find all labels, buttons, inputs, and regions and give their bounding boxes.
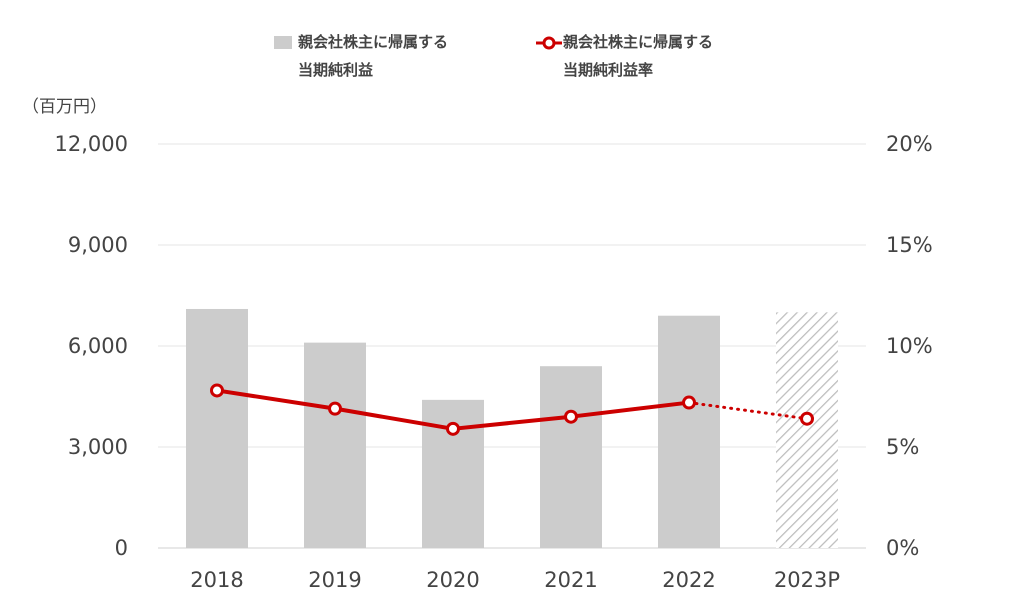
legend-bar-label: 親会社株主に帰属する 当期純利益 [298,31,448,81]
line-point [564,409,578,424]
line-point [682,395,696,410]
line-segment [451,414,573,431]
y-tick-label-right: 15% [886,233,933,257]
bar [540,366,602,548]
y-tick-label-left: 3,000 [68,435,128,459]
legend-bar-label-line2: 当期純利益 [298,61,374,79]
legend-bar-label-line1: 親会社株主に帰属する [298,33,449,51]
y-axis-unit-label: （百万円） [22,97,107,117]
line-point [800,411,814,426]
legend-line-label-line2: 当期純利益率 [563,61,654,79]
y-tick-label-left: 0 [115,536,128,560]
x-tick-label: 2023P [774,568,840,592]
gridlines [158,143,866,549]
y-tick-label-right: 10% [886,334,933,358]
x-tick-label: 2021 [544,568,597,592]
line-point [446,421,460,436]
legend-line-label: 親会社株主に帰属する 当期純利益率 [563,31,713,81]
y-tick-label-left: 9,000 [68,233,128,257]
bar [658,315,720,548]
y-axis-left: 0 3,000 6,000 9,000 12,000 [55,132,128,560]
line-segment [333,406,455,431]
line-segment-forecast [687,401,809,421]
x-tick-label: 2020 [426,568,479,592]
legend-line-swatch [536,36,562,50]
y-tick-label-left: 6,000 [68,334,128,358]
line-segment [215,388,337,411]
y-axis-right: 0% 5% 10% 15% 20% [886,132,933,560]
x-tick-label: 2019 [308,568,361,592]
bar-series [186,308,838,548]
bar-forecast [776,312,838,548]
line-point [328,401,342,416]
y-tick-label-right: 5% [886,435,919,459]
line-series [210,383,814,436]
bar [304,342,366,548]
line-segment [569,400,691,419]
bar [186,308,248,548]
y-tick-label-right: 0% [886,536,919,560]
y-tick-label-left: 12,000 [55,132,128,156]
legend-line-label-line1: 親会社株主に帰属する [563,33,714,51]
x-tick-label: 2018 [190,568,243,592]
line-point [210,383,224,398]
x-tick-label: 2022 [662,568,715,592]
x-axis: 2018 2019 2020 2021 2022 2023P [190,568,840,592]
legend-bar-swatch [274,36,292,49]
y-tick-label-right: 20% [886,132,933,156]
